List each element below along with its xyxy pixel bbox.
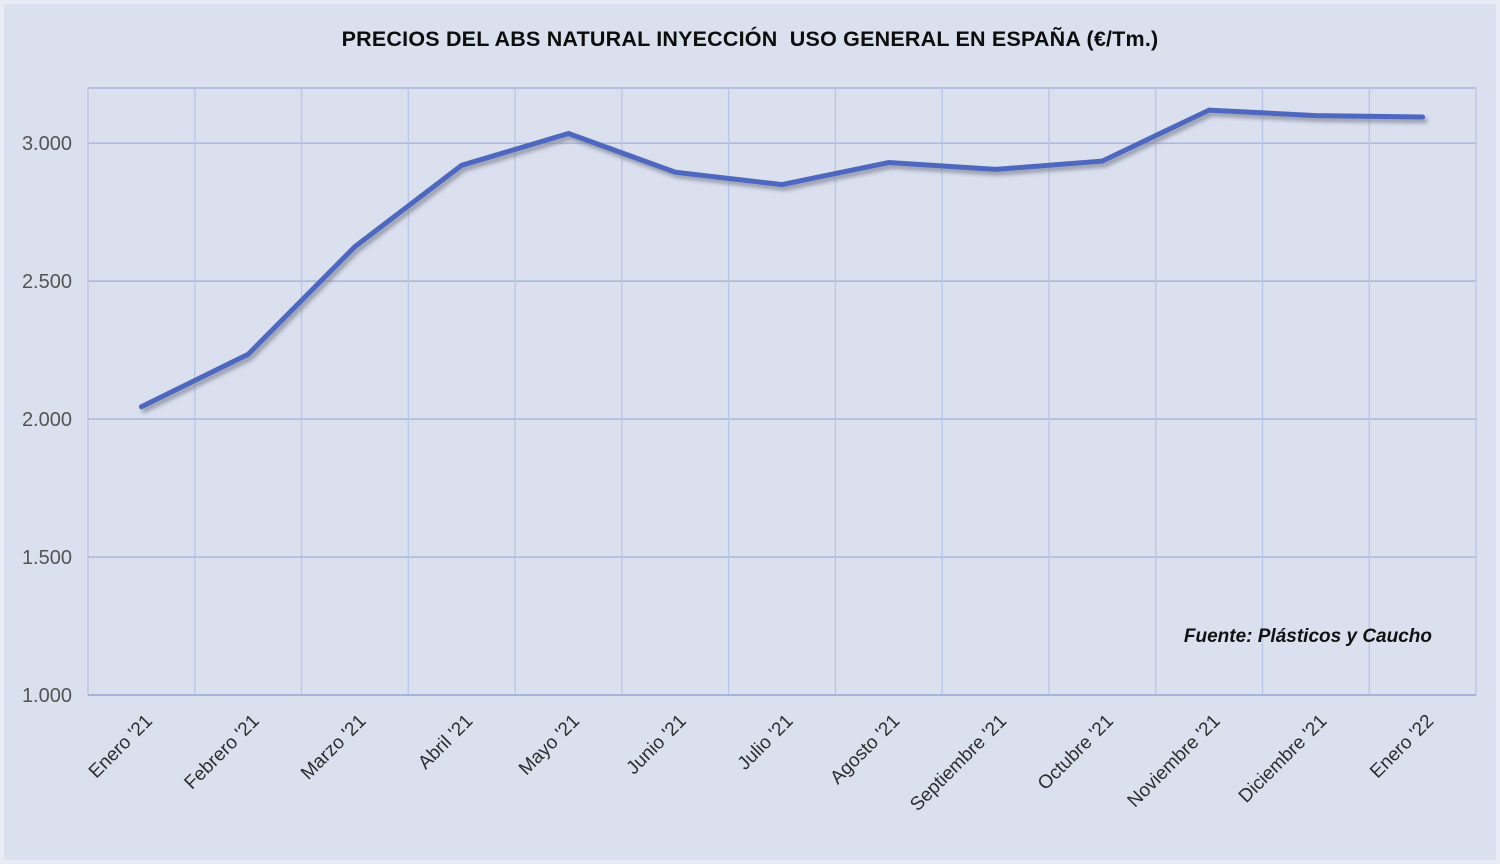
horizontal-gridlines [88,87,1476,696]
y-axis-tick-label: 2.000 [22,409,72,431]
chart-plot-area: 1.000 1.500 2.000 2.500 3.000 Enero '21 Febre… [22,87,1477,816]
y-axis-tick-label: 1.500 [22,547,72,569]
vertical-gridlines [87,88,1477,695]
x-axis-category-label: Junio '21 [623,711,691,779]
x-axis-category-label: Abril '21 [414,711,477,774]
x-axis-category-label: Septiembre '21 [906,711,1011,816]
x-axis-category-label: Febrero '21 [181,711,264,794]
x-axis-category-label: Enero '21 [85,711,157,783]
x-axis-category-label: Mayo '21 [515,711,584,780]
x-axis-category-label: Marzo '21 [297,711,370,784]
x-axis-category-label: Diciembre '21 [1235,711,1332,808]
x-axis-category-label: Agosto '21 [826,711,904,789]
y-axis-tick-label: 1.000 [22,685,72,707]
price-line [138,107,1426,410]
y-axis-tick-label: 2.500 [22,271,72,293]
x-axis-category-label: Octubre '21 [1034,711,1118,795]
y-axis-tick-label: 3.000 [22,133,72,155]
x-axis-category-label: Noviembre '21 [1124,711,1225,812]
price-line-series [138,107,1426,410]
chart-title: PRECIOS DEL ABS NATURAL INYECCIÓN USO GE… [341,27,1159,51]
x-axis-category-label: Enero '22 [1366,711,1438,783]
y-axis-tick-labels: 1.000 1.500 2.000 2.500 3.000 [22,133,72,707]
source-note: Fuente: Plásticos y Caucho [1183,626,1432,647]
x-axis-category-labels: Enero '21 Febrero '21 Marzo '21 Abril '21 Ma… [85,711,1438,816]
x-axis-category-label: Julio '21 [734,711,798,775]
